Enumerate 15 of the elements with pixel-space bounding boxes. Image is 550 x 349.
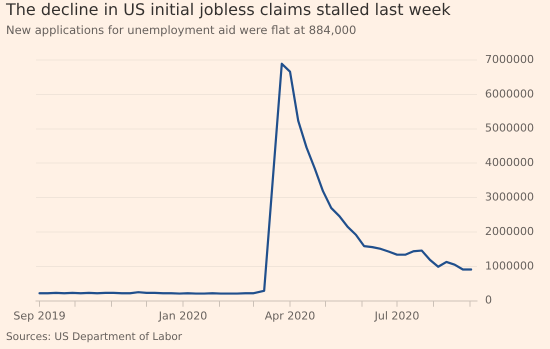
y-tick-label: 6000000: [485, 87, 534, 100]
y-tick-label: 0: [485, 294, 492, 307]
chart-subtitle: New applications for unemployment aid were flat at 884,000: [6, 23, 356, 37]
source-note: Sources: US Department of Labor: [6, 331, 182, 343]
chart-title: The decline in US initial jobless claims stalled last week: [6, 0, 451, 19]
x-tick-label: Apr 2020: [264, 309, 316, 322]
y-tick-label: 7000000: [485, 52, 534, 66]
x-tick-label: Jan 2020: [158, 309, 208, 322]
y-tick-label: 1000000: [485, 259, 534, 272]
y-tick-label: 4000000: [485, 156, 534, 170]
x-tick-label: Jul 2020: [374, 309, 420, 322]
y-tick-label: 5000000: [485, 122, 534, 135]
y-tick-label: 3000000: [485, 190, 534, 204]
y-tick-label: 2000000: [485, 224, 534, 238]
x-tick-label: Sep 2019: [13, 309, 66, 322]
